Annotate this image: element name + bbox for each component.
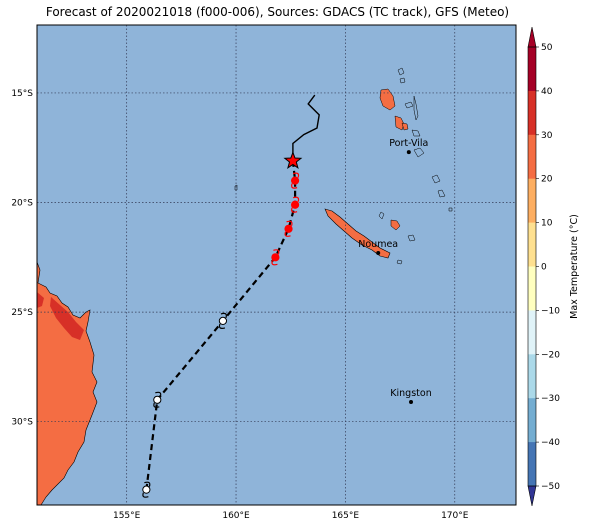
cyclone-arm	[144, 481, 151, 487]
storm-markers	[142, 150, 303, 498]
current-position-star	[283, 150, 303, 169]
colorbar-tick-label: −50	[541, 482, 560, 492]
cyclone-marker	[142, 481, 151, 498]
australia-hot-region-south	[37, 292, 44, 308]
place-dot	[409, 399, 414, 404]
graticule	[37, 25, 516, 505]
cyclone-arm	[273, 249, 280, 255]
colorbar-tick-label: 30	[541, 131, 553, 141]
colorbar-band	[528, 354, 536, 399]
banks-island	[397, 67, 405, 76]
colorbar-extend-bottom	[527, 485, 537, 507]
colorbar-band	[528, 134, 536, 180]
cyclone-center	[271, 253, 280, 262]
vanuatu-island	[401, 122, 409, 131]
chart-title: Forecast of 2020021018 (f000-006), Sourc…	[45, 5, 510, 19]
cyclone-center	[218, 316, 228, 325]
vanuatu-island	[413, 95, 419, 121]
cyclone-arm	[291, 207, 298, 213]
lat-tick-label: 15°S	[11, 89, 33, 99]
cyclone-center	[284, 224, 293, 233]
colorbar-band	[528, 47, 536, 92]
cyclone-center	[142, 485, 151, 494]
colorbar-tick-label: −10	[541, 306, 560, 316]
vanuatu-island	[431, 174, 441, 184]
lon-tick-label: 170°E	[441, 511, 469, 521]
cyclone-arm	[220, 312, 227, 319]
colorbar-band	[528, 178, 536, 224]
lat-tick-label: 30°S	[11, 418, 33, 428]
colorbar-band	[528, 90, 536, 136]
australia-landmass	[36, 261, 98, 506]
colorbar-band	[528, 310, 536, 355]
colorbar-band	[528, 398, 536, 443]
cyclone-center	[290, 176, 300, 185]
cyclone-marker	[271, 249, 280, 266]
cyclone-arm	[153, 402, 160, 408]
place-label: Port-Vila	[389, 138, 428, 149]
axis-ticks: 155°E 160°E 165°E 170°E 15°S 20°S 25°S 30°S	[11, 89, 468, 521]
colorbar-tick-label: −40	[541, 438, 560, 448]
cyclone-arm	[271, 260, 278, 266]
cyclone-arm	[284, 231, 291, 237]
cyclone-center	[290, 200, 300, 209]
banks-island	[399, 77, 406, 84]
lat-tick-label: 20°S	[11, 199, 33, 209]
colorbar: 50 40 30 20 10 0 −10 −20 −30 −40 −50 Max Temperatur…	[527, 26, 580, 507]
vanuatu-island	[411, 129, 421, 137]
colorbar-tick-label: 20	[541, 175, 553, 185]
cyclone-arm	[142, 492, 149, 498]
cyclone-marker	[284, 220, 293, 237]
cyclone-center	[153, 395, 162, 404]
vanuatu-island	[404, 101, 414, 109]
colorbar-tick-label: −30	[541, 394, 560, 404]
cyclone-arm	[155, 391, 162, 397]
loyalty-island	[407, 234, 416, 242]
map-frame	[36, 24, 517, 506]
new-caledonia-island	[324, 208, 391, 259]
lat-tick-label: 25°S	[11, 308, 33, 318]
place-label: Kingston	[390, 388, 431, 399]
australia-hot-region	[50, 297, 84, 340]
vanuatu-island	[437, 189, 446, 198]
cyclone-arm	[286, 220, 293, 227]
colorbar-tick-label: 0	[541, 263, 547, 273]
cyclone-arm	[292, 172, 300, 178]
cyclone-marker	[290, 196, 300, 213]
colorbar-extend-top	[527, 26, 537, 48]
place-label: Noumea	[358, 239, 398, 250]
loyalty-island	[390, 219, 401, 231]
cyclone-marker	[290, 172, 300, 189]
loyalty-island	[378, 211, 385, 220]
colorbar-tick-label: 40	[541, 87, 553, 97]
colorbar-band	[528, 222, 536, 267]
lon-tick-label: 165°E	[332, 511, 360, 521]
place-dot	[406, 150, 411, 155]
colorbar-band	[528, 266, 536, 311]
cyclone-arm	[291, 183, 298, 189]
colorbar-tick-label: −20	[541, 350, 560, 360]
colorbar-label: Max Temperature (°C)	[569, 214, 580, 319]
cyclone-arm	[292, 196, 300, 202]
vanuatu-espiritu-santo	[379, 88, 396, 111]
vanuatu-efate	[413, 147, 425, 158]
colorbar-band	[528, 442, 536, 487]
colorbar-tick-label: 50	[541, 43, 553, 53]
lon-tick-label: 155°E	[113, 511, 141, 521]
cyclone-arm	[218, 323, 226, 329]
observed-track-line	[292, 94, 320, 161]
isle-of-pines	[396, 259, 403, 265]
cyclone-marker	[218, 312, 228, 329]
lon-tick-label: 160°E	[222, 511, 250, 521]
cyclone-marker	[153, 391, 162, 408]
small-island	[448, 207, 453, 212]
place-labels: Port-Vila Noumea Kingston	[358, 138, 432, 404]
place-dot	[376, 250, 381, 255]
colorbar-tick-label: 10	[541, 219, 553, 229]
